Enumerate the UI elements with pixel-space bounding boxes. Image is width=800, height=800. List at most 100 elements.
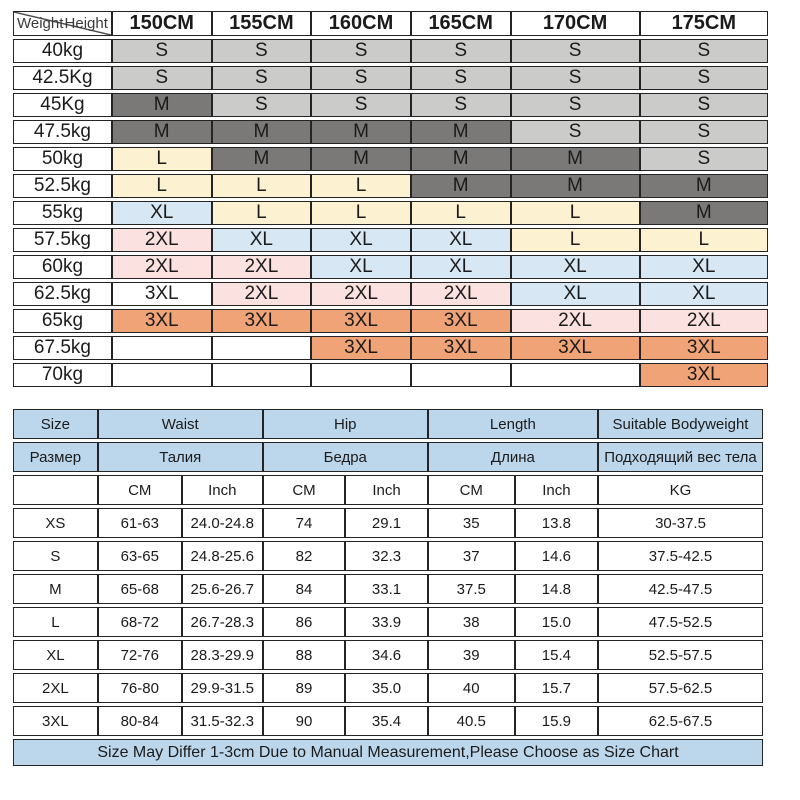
size-cell: S	[211, 66, 312, 90]
measure-value: 86	[262, 607, 346, 637]
size-cell: M	[510, 147, 640, 171]
size-cell: 3XL	[211, 309, 312, 333]
weight-label: 65kg	[13, 309, 112, 333]
measure-head: Size Waist Hip Length Suitable Bodyweight Раз…	[13, 409, 763, 505]
measure-value: 24.0-24.8	[181, 508, 263, 538]
measure-row: L 68-72 26.7-28.3 86 33.9 38 15.0 47.5-52.5	[13, 607, 763, 637]
size-cell: L	[510, 201, 640, 225]
size-cell: M	[311, 120, 411, 144]
measure-value: 37.5-42.5	[598, 541, 763, 571]
measure-value: 82	[262, 541, 346, 571]
size-cell: S	[410, 93, 511, 117]
weight-label: 47.5kg	[13, 120, 112, 144]
size-cell: 3XL	[510, 336, 640, 360]
corner-labels: Weight Height	[14, 15, 111, 32]
measure-body: XS 61-63 24.0-24.8 74 29.1 35 13.8 30-37.5 S 63-6…	[13, 508, 763, 736]
matrix-row: 42.5Kg S S S S S S	[13, 66, 768, 90]
size-cell: S	[311, 39, 411, 63]
measure-value: 90	[262, 706, 346, 736]
unit-cell: Inch	[514, 475, 598, 505]
matrix-row: 65kg 3XL 3XL 3XL 3XL 2XL 2XL	[13, 309, 768, 333]
weight-label: 52.5kg	[13, 174, 112, 198]
measure-value: 84	[262, 574, 346, 604]
measure-header-cell: Waist	[97, 409, 263, 439]
measure-value: 35.4	[345, 706, 428, 736]
size-name: M	[13, 574, 98, 604]
measure-value: 28.3-29.9	[181, 640, 263, 670]
measure-header-cell: Бедра	[262, 442, 428, 472]
size-cell: M	[510, 174, 640, 198]
size-cell: M	[311, 147, 411, 171]
unit-cell: CM	[427, 475, 515, 505]
matrix-row: 62.5kg 3XL 2XL 2XL 2XL XL XL	[13, 282, 768, 306]
size-cell: S	[510, 93, 640, 117]
measure-value: 33.1	[345, 574, 428, 604]
size-cell: M	[410, 174, 511, 198]
diagonal-line	[14, 12, 111, 35]
size-cell: 3XL	[410, 336, 511, 360]
size-cell: S	[510, 39, 640, 63]
matrix-row: 52.5kg L L L M M M	[13, 174, 768, 198]
matrix-row: 57.5kg 2XL XL XL XL L L	[13, 228, 768, 252]
size-cell: L	[111, 147, 212, 171]
measure-row: 3XL 80-84 31.5-32.3 90 35.4 40.5 15.9 62.5-67.5	[13, 706, 763, 736]
size-cell: M	[211, 120, 312, 144]
matrix-row: 50kg L M M M M S	[13, 147, 768, 171]
size-cell: S	[211, 39, 312, 63]
size-cell: S	[639, 147, 768, 171]
measure-value: 29.1	[345, 508, 428, 538]
measure-header-cell: Подходящий вес тела	[598, 442, 763, 472]
size-cell: S	[311, 66, 411, 90]
matrix-row: 67.5kg 3XL 3XL 3XL 3XL	[13, 336, 768, 360]
weight-label: 50kg	[13, 147, 112, 171]
size-cell: XL	[410, 255, 511, 279]
size-cell: 2XL	[639, 309, 768, 333]
size-name: S	[13, 541, 98, 571]
size-cell: S	[639, 39, 768, 63]
size-cell: M	[410, 147, 511, 171]
height-header: 150CM	[111, 11, 212, 36]
measure-value: 40	[427, 673, 515, 703]
size-cell: S	[410, 39, 511, 63]
unit-cell: CM	[97, 475, 182, 505]
height-header: 160CM	[311, 11, 411, 36]
measurement-note: Size May Differ 1-3cm Due to Manual Meas…	[13, 739, 763, 766]
size-cell: L	[410, 201, 511, 225]
measure-value: 15.9	[514, 706, 598, 736]
height-header: 170CM	[510, 11, 640, 36]
size-cell: 2XL	[111, 255, 212, 279]
unit-cell: KG	[598, 475, 763, 505]
measure-header-cell: Длина	[427, 442, 598, 472]
weight-label: 70kg	[13, 363, 112, 387]
size-cell: 3XL	[111, 309, 212, 333]
size-cell: XL	[510, 282, 640, 306]
size-cell: M	[111, 93, 212, 117]
size-cell: 2XL	[311, 282, 411, 306]
size-cell: XL	[639, 282, 768, 306]
size-cell: 2XL	[111, 228, 212, 252]
measure-value: 30-37.5	[598, 508, 763, 538]
measure-value: 35	[427, 508, 515, 538]
size-cell: L	[311, 201, 411, 225]
unit-cell: Inch	[345, 475, 428, 505]
measure-value: 47.5-52.5	[598, 607, 763, 637]
measure-row: XL 72-76 28.3-29.9 88 34.6 39 15.4 52.5-57.5	[13, 640, 763, 670]
height-header: 175CM	[639, 11, 768, 36]
size-cell: S	[211, 93, 312, 117]
weight-label: 67.5kg	[13, 336, 112, 360]
unit-cell	[13, 475, 98, 505]
measure-footer-row: Size May Differ 1-3cm Due to Manual Meas…	[13, 739, 763, 766]
size-cell: M	[211, 147, 312, 171]
size-cell: XL	[211, 228, 312, 252]
measure-header-cell: Suitable Bodyweight	[598, 409, 763, 439]
size-name: XL	[13, 640, 98, 670]
size-name: L	[13, 607, 98, 637]
weight-label: 42.5Kg	[13, 66, 112, 90]
measure-value: 62.5-67.5	[598, 706, 763, 736]
size-cell: S	[311, 93, 411, 117]
size-cell: 2XL	[510, 309, 640, 333]
measure-value: 74	[262, 508, 346, 538]
matrix-row: 55kg XL L L L L M	[13, 201, 768, 225]
size-name: 2XL	[13, 673, 98, 703]
size-cell: S	[111, 39, 212, 63]
